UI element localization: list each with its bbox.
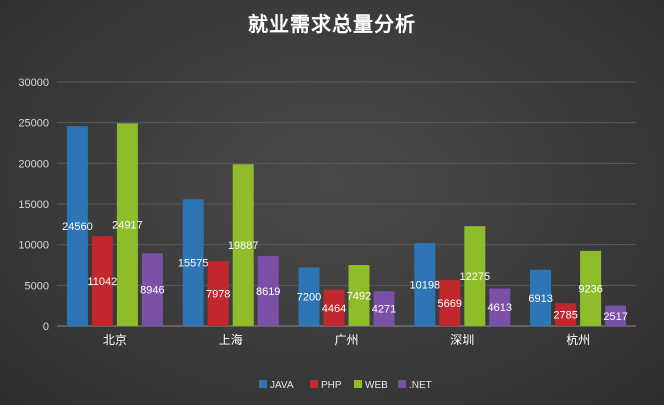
bar-java bbox=[414, 243, 436, 326]
bar-web bbox=[116, 123, 138, 326]
bar-web bbox=[232, 164, 254, 326]
data-label: 4464 bbox=[322, 303, 346, 315]
category-label: 深圳 bbox=[450, 333, 474, 347]
category-label: 上海 bbox=[219, 332, 243, 347]
data-label: 2517 bbox=[603, 311, 627, 323]
bar-web bbox=[348, 265, 370, 326]
bar-java bbox=[66, 126, 88, 326]
data-label: 7492 bbox=[347, 291, 371, 303]
bar-php bbox=[323, 289, 345, 326]
data-label: 19887 bbox=[228, 240, 259, 252]
legend-swatch bbox=[259, 380, 267, 388]
bar-java bbox=[530, 269, 552, 326]
data-label: 2785 bbox=[553, 310, 577, 322]
chart-title: 就业需求总量分析 bbox=[248, 12, 416, 36]
data-label: 6913 bbox=[528, 293, 552, 305]
bar-java bbox=[182, 199, 204, 326]
y-tick-label: 20000 bbox=[18, 158, 49, 170]
category-label: 北京 bbox=[103, 333, 127, 347]
category-label: 广州 bbox=[334, 333, 358, 347]
data-label: 4271 bbox=[372, 304, 396, 316]
bar-php bbox=[207, 261, 229, 326]
data-label: 9236 bbox=[578, 283, 602, 295]
y-tick-label: 0 bbox=[43, 321, 49, 333]
y-tick-label: 30000 bbox=[18, 77, 49, 89]
data-label: 24917 bbox=[112, 220, 143, 232]
y-tick-label: 5000 bbox=[25, 280, 49, 292]
legend-label: WEB bbox=[365, 380, 388, 391]
legend-swatch bbox=[398, 380, 406, 388]
category-label: 杭州 bbox=[566, 332, 590, 347]
data-label: 24560 bbox=[62, 221, 93, 233]
y-tick-label: 15000 bbox=[18, 199, 49, 211]
data-label: 15575 bbox=[178, 258, 209, 270]
legend-label: PHP bbox=[321, 380, 342, 391]
data-label: 5669 bbox=[438, 298, 462, 310]
y-tick-label: 25000 bbox=[18, 118, 49, 130]
legend-swatch bbox=[354, 380, 362, 388]
bar-net bbox=[257, 255, 279, 326]
data-label: 12275 bbox=[460, 271, 491, 283]
bar-java bbox=[298, 267, 320, 326]
data-label: 8946 bbox=[140, 285, 164, 297]
bar-net bbox=[373, 291, 395, 326]
bar-php bbox=[555, 303, 577, 326]
data-label: 11042 bbox=[88, 276, 118, 288]
data-label: 10198 bbox=[410, 280, 441, 292]
legend-label: .NET bbox=[409, 380, 432, 391]
bar-net bbox=[605, 305, 627, 326]
legend-label: JAVA bbox=[270, 380, 294, 391]
bar-php bbox=[91, 236, 113, 326]
bar-web bbox=[464, 226, 486, 326]
legend-swatch bbox=[310, 380, 318, 388]
data-label: 8619 bbox=[256, 286, 280, 298]
data-label: 4613 bbox=[488, 302, 512, 314]
y-tick-label: 10000 bbox=[18, 240, 49, 252]
data-label: 7200 bbox=[297, 292, 321, 304]
bar-net bbox=[141, 253, 163, 326]
bar-web bbox=[580, 250, 602, 326]
bar-php bbox=[439, 279, 461, 326]
bar-net bbox=[489, 288, 511, 326]
data-label: 7978 bbox=[206, 289, 230, 301]
